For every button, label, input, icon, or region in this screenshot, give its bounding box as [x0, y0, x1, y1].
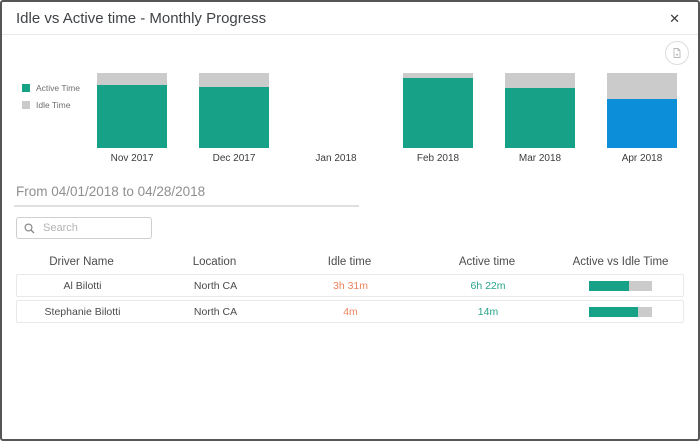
- table-row[interactable]: Al Bilotti North CA 3h 31m 6h 22m: [16, 274, 684, 297]
- table-header-row: Driver Name Location Idle time Active ti…: [16, 252, 684, 271]
- location-cell: North CA: [193, 279, 238, 292]
- idle-segment[interactable]: [403, 73, 473, 78]
- chart-bars: Nov 2017 Dec 2017 Jan 2018 Feb 2018 Mar 2018…: [81, 73, 698, 164]
- col-location: Location: [192, 255, 237, 268]
- stacked-bar[interactable]: [505, 73, 575, 148]
- active-vs-idle-bar: [589, 306, 652, 317]
- driver-name-cell: Stephanie Bilotti: [44, 305, 121, 318]
- chart-legend: Active Time Idle Time: [22, 83, 80, 110]
- driver-name-cell: Al Bilotti: [63, 279, 102, 292]
- chart-slot: Feb 2018: [387, 73, 489, 164]
- col-active-vs-idle: Active vs Idle Time: [572, 255, 669, 268]
- idle-segment[interactable]: [607, 73, 677, 100]
- legend-swatch-icon: [22, 101, 30, 109]
- date-range-label: From 04/01/2018 to 04/28/2018: [16, 184, 206, 199]
- idle-time-cell: 3h 31m: [332, 279, 369, 292]
- month-label: Dec 2017: [212, 153, 256, 164]
- month-label: Mar 2018: [518, 153, 562, 164]
- legend-label: Active Time: [36, 83, 80, 93]
- search-input[interactable]: [41, 221, 144, 235]
- legend-item: Idle Time: [22, 100, 80, 110]
- active-fill: [589, 306, 639, 317]
- stacked-bar[interactable]: [607, 73, 677, 148]
- export-report-icon: [671, 47, 683, 59]
- legend-label: Idle Time: [36, 100, 71, 110]
- active-segment[interactable]: [97, 85, 167, 148]
- monthly-progress-chart: Active Time Idle Time Nov 2017 Dec 2017 Jan…: [2, 73, 698, 168]
- search-box[interactable]: [16, 217, 152, 239]
- idle-segment[interactable]: [199, 73, 269, 88]
- idle-segment[interactable]: [505, 73, 575, 88]
- date-range-section: From 04/01/2018 to 04/28/2018: [2, 184, 698, 207]
- stacked-bar[interactable]: [199, 73, 269, 148]
- month-label: Feb 2018: [416, 153, 460, 164]
- chart-slot: Apr 2018: [591, 73, 693, 164]
- stacked-bar[interactable]: [403, 73, 473, 148]
- active-fill: [589, 280, 630, 291]
- legend-item: Active Time: [22, 83, 80, 93]
- month-label: Jan 2018: [315, 153, 357, 164]
- drivers-table: Driver Name Location Idle time Active ti…: [16, 252, 684, 323]
- search-icon: [24, 222, 35, 234]
- idle-segment[interactable]: [97, 73, 167, 85]
- chart-slot: Dec 2017: [183, 73, 285, 164]
- dialog-title: Idle vs Active time - Monthly Progress: [16, 9, 267, 27]
- chart-slot: Jan 2018: [285, 73, 387, 164]
- active-time-cell: 14m: [477, 305, 499, 318]
- table-body: Al Bilotti North CA 3h 31m 6h 22m Stephanie …: [16, 274, 684, 323]
- dialog-title-bar: Idle vs Active time - Monthly Progress ✕: [2, 2, 698, 35]
- active-vs-idle-cell: [558, 280, 683, 291]
- chart-slot: Mar 2018: [489, 73, 591, 164]
- active-segment[interactable]: [505, 88, 575, 148]
- export-button[interactable]: [665, 41, 689, 65]
- month-label: Apr 2018: [621, 153, 663, 164]
- active-vs-idle-cell: [558, 306, 683, 317]
- empty-bar: [301, 73, 371, 148]
- col-driver-name: Driver Name: [49, 255, 114, 268]
- active-segment[interactable]: [403, 77, 473, 148]
- location-cell: North CA: [193, 305, 238, 318]
- active-segment[interactable]: [199, 87, 269, 148]
- close-icon[interactable]: ✕: [669, 10, 680, 26]
- col-idle-time: Idle time: [327, 255, 372, 268]
- date-range-divider: [14, 205, 359, 207]
- legend-swatch-icon: [22, 84, 30, 92]
- active-segment[interactable]: [607, 99, 677, 148]
- month-label: Nov 2017: [110, 153, 154, 164]
- chart-slot: Nov 2017: [81, 73, 183, 164]
- stacked-bar[interactable]: [97, 73, 167, 148]
- col-active-time: Active time: [458, 255, 516, 268]
- active-vs-idle-bar: [589, 280, 652, 291]
- active-time-cell: 6h 22m: [470, 279, 506, 292]
- table-row[interactable]: Stephanie Bilotti North CA 4m 14m: [16, 300, 684, 323]
- idle-time-cell: 4m: [343, 305, 358, 318]
